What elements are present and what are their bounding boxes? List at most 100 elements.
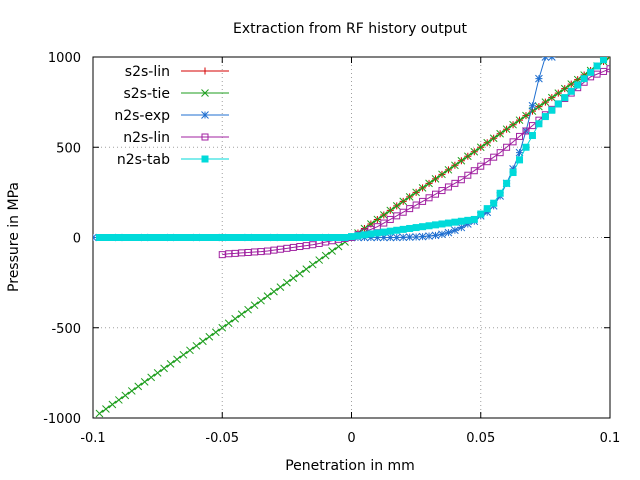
data-point xyxy=(489,134,498,143)
data-point xyxy=(399,225,407,233)
data-point xyxy=(186,346,194,355)
data-point xyxy=(419,223,427,231)
data-point xyxy=(503,179,511,187)
legend-label: n2s-lin xyxy=(123,130,170,146)
data-point xyxy=(328,247,336,255)
data-point xyxy=(535,120,543,128)
data-point xyxy=(373,233,382,242)
data-point xyxy=(503,143,511,151)
data-point xyxy=(367,230,375,238)
data-point xyxy=(393,226,401,234)
data-point xyxy=(201,133,209,141)
data-point xyxy=(108,234,116,241)
data-point xyxy=(201,89,209,97)
data-point xyxy=(522,127,530,135)
data-point xyxy=(93,233,97,242)
data-point xyxy=(114,396,123,404)
data-point xyxy=(431,231,440,240)
data-point xyxy=(147,234,155,241)
legend-label: s2s-lin xyxy=(125,64,170,80)
data-point xyxy=(580,75,588,83)
data-point xyxy=(509,169,517,177)
data-point xyxy=(406,205,414,213)
data-point xyxy=(548,106,556,114)
data-point xyxy=(386,227,394,235)
data-point xyxy=(419,197,427,205)
data-point xyxy=(412,188,420,197)
data-point xyxy=(238,234,246,241)
data-point xyxy=(225,234,233,241)
data-point xyxy=(393,212,401,220)
data-point xyxy=(289,274,298,282)
data-point xyxy=(108,400,117,409)
data-point xyxy=(328,234,336,241)
data-point xyxy=(451,226,459,235)
data-point xyxy=(444,228,453,237)
data-point xyxy=(587,68,595,76)
data-point xyxy=(263,292,272,301)
data-point xyxy=(121,234,129,241)
data-point xyxy=(231,234,239,241)
data-point xyxy=(515,116,524,125)
data-point xyxy=(547,57,556,61)
data-point xyxy=(121,391,130,400)
data-point xyxy=(509,138,517,146)
data-point xyxy=(522,111,530,120)
data-point xyxy=(95,409,104,418)
x-tick-label: -0.05 xyxy=(205,431,239,446)
data-point xyxy=(463,152,472,161)
data-point xyxy=(399,208,407,216)
data-point xyxy=(257,234,265,241)
data-point xyxy=(418,232,427,241)
data-point xyxy=(561,94,569,102)
data-point xyxy=(470,147,479,156)
data-point xyxy=(263,234,271,241)
data-point xyxy=(348,233,355,241)
data-point xyxy=(483,205,491,213)
legend-label: n2s-exp xyxy=(114,108,170,124)
data-point xyxy=(199,234,207,241)
data-point xyxy=(464,216,472,224)
data-point xyxy=(276,234,284,241)
data-point xyxy=(354,232,362,240)
data-point xyxy=(574,81,582,89)
data-point xyxy=(567,87,575,95)
data-point xyxy=(192,341,201,350)
data-point xyxy=(399,233,408,242)
data-point xyxy=(257,296,265,305)
data-point xyxy=(367,233,375,242)
data-point xyxy=(593,62,601,70)
data-point xyxy=(457,176,465,184)
data-point xyxy=(470,215,478,223)
data-point xyxy=(192,234,200,241)
data-point xyxy=(334,242,343,251)
data-point xyxy=(308,260,317,269)
data-point xyxy=(464,171,472,179)
data-point xyxy=(515,148,524,157)
data-point xyxy=(134,234,142,241)
data-point xyxy=(140,378,149,386)
data-point xyxy=(476,143,485,152)
data-point xyxy=(432,221,440,229)
data-point xyxy=(438,230,446,239)
data-point xyxy=(528,101,537,110)
data-point xyxy=(406,224,414,232)
data-point xyxy=(451,179,459,187)
data-point xyxy=(418,184,427,192)
data-point xyxy=(483,158,491,166)
data-point xyxy=(244,234,252,241)
data-point xyxy=(425,222,433,230)
data-point xyxy=(405,233,414,241)
x-tick-label: -0.1 xyxy=(80,431,105,446)
data-point xyxy=(516,132,524,140)
data-point xyxy=(502,125,511,134)
y-tick-label: 0 xyxy=(73,232,81,247)
data-point xyxy=(173,234,181,241)
data-point xyxy=(425,194,433,202)
data-point xyxy=(606,65,610,73)
data-point xyxy=(141,234,149,241)
data-point xyxy=(379,233,388,242)
y-tick-label: -500 xyxy=(51,322,81,337)
y-tick-label: 500 xyxy=(56,141,81,156)
data-point xyxy=(147,373,156,382)
